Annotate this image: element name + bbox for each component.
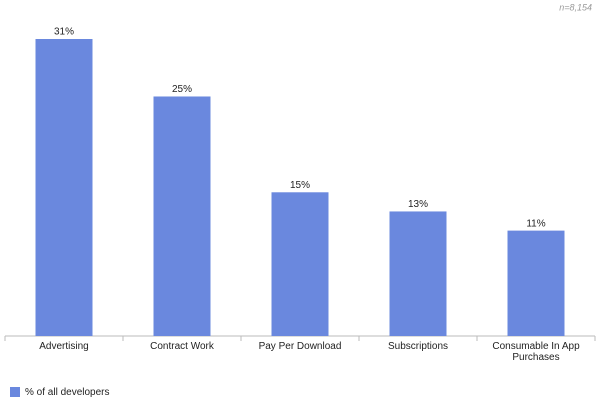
- annotation: n=8,154: [559, 2, 592, 12]
- bar: [153, 96, 211, 336]
- data-label: 13%: [408, 199, 428, 210]
- x-tick-label: Consumable In App Purchases: [492, 341, 580, 363]
- x-tick-label: Pay Per Download: [258, 341, 342, 352]
- data-label: 31%: [54, 27, 74, 38]
- x-tick-label: Subscriptions: [387, 341, 449, 352]
- bar: [35, 39, 93, 336]
- x-tick-label: Advertising: [39, 341, 89, 352]
- bar: [271, 192, 329, 336]
- legend-swatch: [10, 387, 20, 397]
- legend-label: % of all developers: [25, 387, 110, 398]
- bar: [507, 230, 565, 336]
- x-tick-label: Contract Work: [150, 341, 214, 352]
- bar: [389, 211, 447, 336]
- data-label: 15%: [290, 180, 310, 191]
- data-label: 25%: [172, 84, 192, 95]
- data-label: 11%: [526, 218, 545, 229]
